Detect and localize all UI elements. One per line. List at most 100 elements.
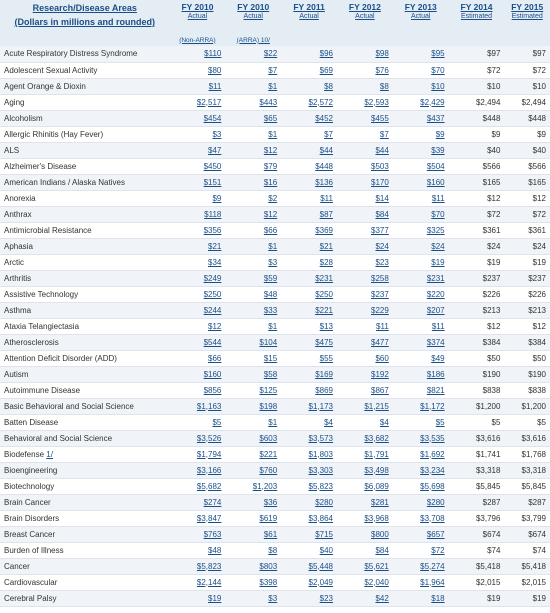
funding-value-link[interactable]: $18	[431, 593, 445, 603]
actual-value-cell[interactable]: $377	[336, 222, 393, 239]
funding-value-link[interactable]: $221	[315, 305, 333, 315]
actual-value-cell[interactable]: $48	[169, 542, 226, 559]
funding-value-link[interactable]: $3	[268, 257, 278, 267]
actual-value-cell[interactable]: $2,144	[169, 574, 226, 591]
funding-value-link[interactable]: $452	[315, 113, 333, 123]
actual-value-cell[interactable]: $1,964	[392, 574, 449, 591]
funding-value-link[interactable]: $437	[426, 113, 445, 123]
actual-value-cell[interactable]: $9	[169, 190, 226, 207]
funding-value-link[interactable]: $9	[212, 193, 222, 203]
funding-value-link[interactable]: $70	[431, 65, 445, 75]
funding-value-link[interactable]: $16	[263, 177, 278, 187]
actual-value-cell[interactable]: $715	[281, 526, 337, 543]
funding-value-link[interactable]: $24	[431, 241, 445, 251]
actual-value-cell[interactable]: $3,234	[392, 462, 449, 479]
actual-value-cell[interactable]: $760	[225, 462, 282, 479]
actual-value-cell[interactable]: $280	[281, 494, 337, 511]
actual-value-cell[interactable]: $1,215	[336, 398, 393, 415]
actual-value-cell[interactable]: $186	[392, 366, 449, 383]
actual-value-cell[interactable]: $16	[225, 174, 282, 191]
funding-value-link[interactable]: $281	[371, 497, 389, 507]
actual-value-cell[interactable]: $3	[225, 590, 282, 607]
funding-value-link[interactable]: $821	[426, 385, 445, 395]
actual-value-cell[interactable]: $21	[281, 238, 337, 255]
funding-value-link[interactable]: $250	[203, 289, 222, 299]
actual-value-cell[interactable]: $3,708	[392, 510, 449, 527]
funding-value-link[interactable]: $856	[203, 385, 222, 395]
funding-value-link[interactable]: $715	[315, 529, 333, 539]
funding-value-link[interactable]: $19	[431, 257, 445, 267]
actual-value-cell[interactable]: $8	[336, 78, 393, 95]
funding-value-link[interactable]: $104	[259, 337, 278, 347]
funding-value-link[interactable]: $280	[426, 497, 445, 507]
actual-value-cell[interactable]: $5	[169, 414, 226, 431]
funding-value-link[interactable]: $58	[263, 369, 278, 379]
funding-value-link[interactable]: $87	[319, 209, 333, 219]
funding-value-link[interactable]: $36	[263, 497, 278, 507]
actual-value-cell[interactable]: $28	[281, 254, 337, 271]
funding-value-link[interactable]: $867	[371, 385, 389, 395]
funding-value-link[interactable]: $3,864	[308, 513, 333, 523]
funding-value-link[interactable]: $110	[204, 49, 222, 59]
funding-value-link[interactable]: $186	[426, 369, 445, 379]
actual-value-cell[interactable]: $356	[169, 222, 226, 239]
actual-value-cell[interactable]: $5,698	[392, 478, 449, 495]
funding-value-link[interactable]: $221	[259, 449, 278, 459]
actual-value-cell[interactable]: $49	[392, 350, 449, 367]
funding-value-link[interactable]: $1,163	[196, 401, 222, 411]
funding-value-link[interactable]: $2,040	[364, 577, 389, 587]
funding-value-link[interactable]: $1	[268, 241, 278, 251]
funding-value-link[interactable]: $800	[371, 529, 389, 539]
funding-value-link[interactable]: $14	[375, 193, 389, 203]
actual-value-cell[interactable]: $5,823	[281, 478, 337, 495]
funding-value-link[interactable]: $7	[379, 129, 389, 139]
funding-value-link[interactable]: $5	[212, 417, 222, 427]
funding-value-link[interactable]: $11	[376, 321, 389, 331]
funding-value-link[interactable]: $3,708	[420, 513, 445, 523]
actual-value-cell[interactable]: $503	[336, 158, 393, 175]
actual-value-cell[interactable]: $7	[336, 126, 393, 143]
actual-value-cell[interactable]: $443	[225, 94, 282, 111]
actual-value-cell[interactable]: $15	[225, 350, 282, 367]
actual-value-cell[interactable]: $3,847	[169, 510, 226, 527]
funding-value-link[interactable]: $6,089	[364, 481, 389, 491]
actual-value-cell[interactable]: $452	[281, 110, 337, 127]
actual-value-cell[interactable]: $48	[225, 286, 282, 303]
actual-value-cell[interactable]: $2,572	[281, 94, 337, 111]
actual-value-cell[interactable]: $1,794	[169, 446, 226, 463]
actual-value-cell[interactable]: $125	[225, 382, 282, 399]
funding-value-link[interactable]: $231	[426, 273, 445, 283]
funding-value-link[interactable]: $244	[203, 305, 222, 315]
actual-value-cell[interactable]: $249	[169, 270, 226, 287]
funding-value-link[interactable]: $760	[259, 465, 278, 475]
funding-value-link[interactable]: $192	[371, 369, 389, 379]
funding-value-link[interactable]: $455	[371, 113, 389, 123]
actual-value-cell[interactable]: $136	[281, 174, 337, 191]
actual-value-cell[interactable]: $4	[336, 414, 393, 431]
funding-value-link[interactable]: $12	[263, 145, 278, 155]
actual-value-cell[interactable]: $244	[169, 302, 226, 319]
actual-value-cell[interactable]: $504	[392, 158, 449, 175]
actual-value-cell[interactable]: $44	[281, 142, 337, 159]
funding-value-link[interactable]: $72	[431, 545, 445, 555]
actual-value-cell[interactable]: $455	[336, 110, 393, 127]
actual-value-cell[interactable]: $450	[169, 158, 226, 175]
funding-value-link[interactable]: $4	[379, 417, 389, 427]
actual-value-cell[interactable]: $8	[281, 78, 337, 95]
actual-value-cell[interactable]: $5,448	[281, 558, 337, 575]
actual-value-cell[interactable]: $39	[392, 142, 449, 159]
actual-value-cell[interactable]: $170	[336, 174, 393, 191]
actual-value-cell[interactable]: $800	[336, 526, 393, 543]
actual-value-cell[interactable]: $5,274	[392, 558, 449, 575]
funding-value-link[interactable]: $377	[371, 225, 389, 235]
funding-value-link[interactable]: $280	[315, 497, 333, 507]
actual-value-cell[interactable]: $657	[392, 526, 449, 543]
funding-value-link[interactable]: $3,682	[364, 433, 389, 443]
actual-value-cell[interactable]: $1,172	[392, 398, 449, 415]
actual-value-cell[interactable]: $619	[225, 510, 282, 527]
funding-value-link[interactable]: $22	[263, 49, 278, 59]
actual-value-cell[interactable]: $3,968	[336, 510, 393, 527]
actual-value-cell[interactable]: $250	[169, 286, 226, 303]
actual-value-cell[interactable]: $325	[392, 222, 449, 239]
funding-value-link[interactable]: $4	[324, 417, 333, 427]
